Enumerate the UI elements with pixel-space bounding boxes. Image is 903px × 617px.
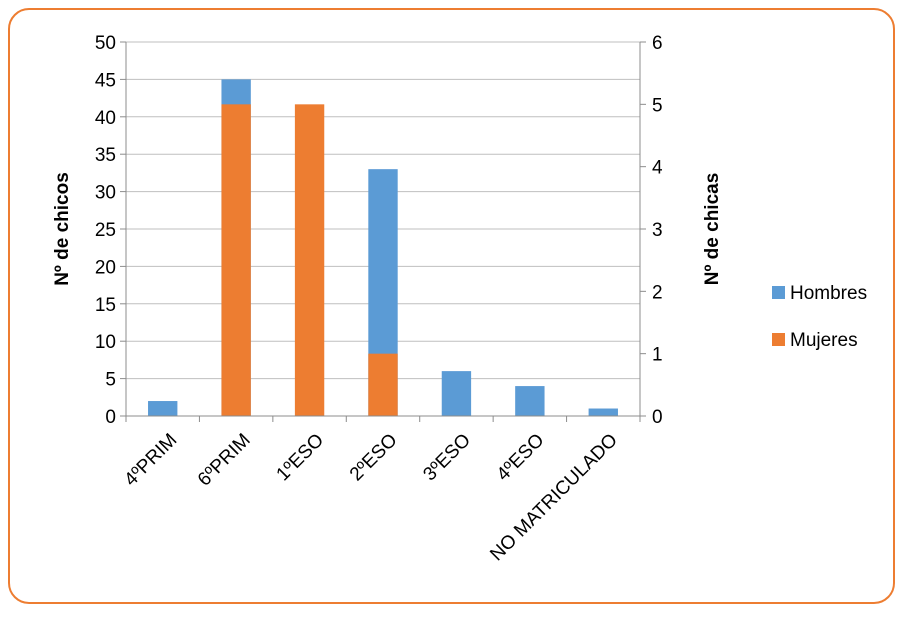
right-tick-label: 1 (652, 345, 663, 366)
right-tick-label: 2 (652, 282, 663, 303)
bar-mujeres-2 (294, 104, 325, 416)
legend: Hombres Mujeres (772, 283, 867, 351)
left-tick-label: 15 (95, 295, 116, 316)
chart-border (8, 8, 895, 604)
left-tick-label: 10 (95, 332, 116, 353)
right-tick-label: 6 (652, 33, 663, 54)
right-tick-label: 4 (652, 158, 663, 179)
right-axis-ticks: 0 1 2 3 4 5 6 (652, 33, 663, 428)
left-tick-label: 50 (95, 33, 116, 54)
left-tick-label: 35 (95, 145, 116, 166)
bar-hombres-5 (515, 386, 545, 416)
right-axis-title: Nº de chicas (702, 173, 723, 286)
right-tick-label: 0 (652, 407, 663, 428)
left-tick-label: 25 (95, 220, 116, 241)
bars (148, 79, 618, 417)
legend-label-mujeres: Mujeres (790, 330, 858, 351)
bar-hombres-4 (441, 371, 472, 416)
left-tick-label: 40 (95, 108, 116, 129)
right-tick-label: 3 (652, 220, 663, 241)
bar-hombres-6 (588, 408, 618, 416)
legend-swatch-mujeres (772, 333, 785, 346)
left-axis-title: Nº de chicos (52, 172, 73, 286)
left-tick-label: 20 (95, 257, 116, 278)
left-tick-label: 5 (105, 370, 116, 391)
legend-label-hombres: Hombres (790, 283, 867, 304)
left-tick-label: 45 (95, 70, 116, 91)
bar-hombres-0 (148, 401, 178, 416)
left-tick-label: 30 (95, 183, 116, 204)
left-tick-label: 0 (105, 407, 116, 428)
left-axis-ticks: 0 5 10 15 20 25 30 35 40 45 50 (95, 33, 116, 428)
bar-mujeres-3 (368, 353, 398, 416)
axes (120, 41, 646, 422)
right-tick-label: 5 (652, 95, 663, 116)
bar-mujeres-1 (221, 104, 251, 416)
legend-swatch-hombres (772, 286, 785, 299)
